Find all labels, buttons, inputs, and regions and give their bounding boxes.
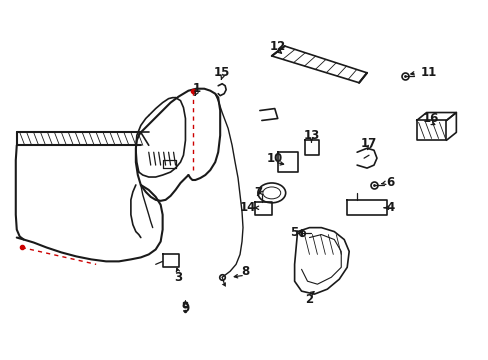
Text: 16: 16 xyxy=(422,112,438,125)
Text: 7: 7 xyxy=(253,186,262,199)
Text: 11: 11 xyxy=(420,66,436,79)
Text: 1: 1 xyxy=(192,82,200,95)
Text: 5: 5 xyxy=(290,226,298,239)
Text: 9: 9 xyxy=(181,302,189,315)
Text: 12: 12 xyxy=(269,40,285,53)
Text: 15: 15 xyxy=(214,66,230,79)
Text: 8: 8 xyxy=(241,265,248,278)
Text: 17: 17 xyxy=(360,137,376,150)
Text: 6: 6 xyxy=(386,176,394,189)
Text: 2: 2 xyxy=(305,293,313,306)
Text: 4: 4 xyxy=(386,201,394,214)
Text: 14: 14 xyxy=(239,201,256,214)
Text: 10: 10 xyxy=(266,152,283,165)
Text: 3: 3 xyxy=(174,271,182,284)
Text: 13: 13 xyxy=(303,129,319,142)
